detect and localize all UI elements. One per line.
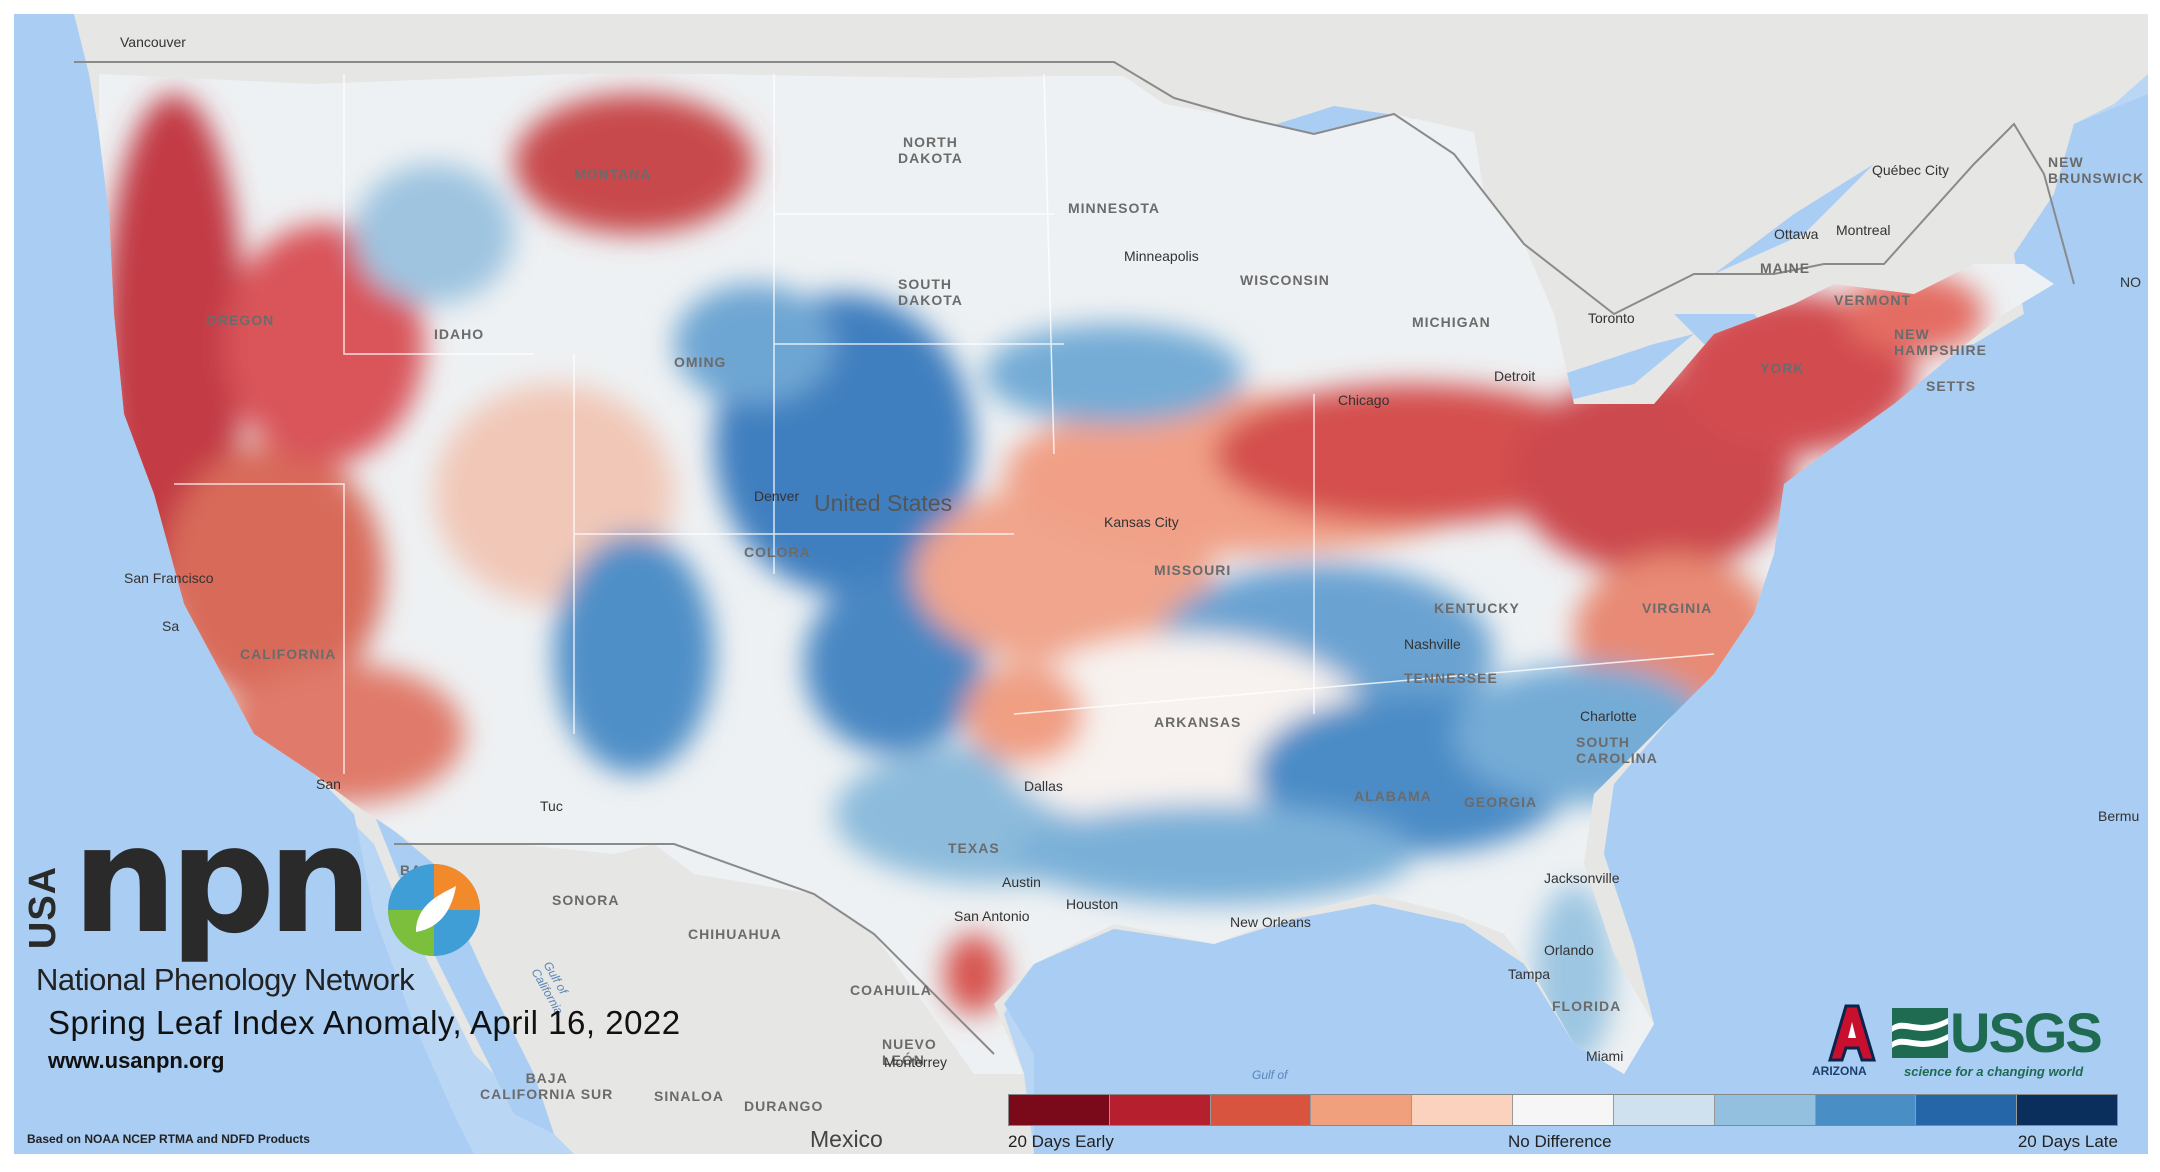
- city-dallas: Dallas: [1024, 778, 1063, 794]
- label-virginia: VIRGINIA: [1642, 600, 1713, 616]
- npn-wordmark: npn: [72, 794, 373, 966]
- city-ottawa: Ottawa: [1774, 226, 1819, 242]
- label-sonora: SONORA: [552, 892, 620, 908]
- label-north-dakota: NORTH DAKOTA: [898, 134, 963, 166]
- legend-label-late: 20 Days Late: [2017, 1132, 2118, 1151]
- city-denver: Denver: [754, 488, 800, 504]
- label-durango: DURANGO: [744, 1098, 824, 1114]
- usa-label: USA: [22, 865, 65, 950]
- label-wyoming: OMING: [674, 354, 727, 370]
- label-no: NO: [2120, 274, 2141, 290]
- label-new-brunswick: NEW BRUNSWICK: [2048, 154, 2145, 186]
- label-tennessee: TENNESSEE: [1404, 670, 1498, 686]
- label-oregon: OREGON: [206, 312, 275, 328]
- city-bermuda: Bermu: [2098, 808, 2140, 824]
- legend-swatch: [1815, 1095, 1917, 1125]
- legend-swatch: [1412, 1095, 1514, 1125]
- country-label-mexico: Mexico: [810, 1126, 883, 1152]
- label-vermont: VERMONT: [1834, 292, 1911, 308]
- city-nashville: Nashville: [1404, 636, 1461, 652]
- label-sinaloa: SINALOA: [654, 1088, 724, 1104]
- city-kansas-city: Kansas City: [1104, 514, 1179, 530]
- legend-label-early: 20 Days Early: [1008, 1132, 1114, 1151]
- city-new-orleans: New Orleans: [1230, 914, 1311, 930]
- label-baja-california-sur: BAJA CALIFORNIA SUR: [480, 1070, 614, 1102]
- legend-swatch: [1311, 1095, 1413, 1125]
- city-montreal: Montreal: [1836, 222, 1891, 238]
- label-minnesota: MINNESOTA: [1068, 200, 1160, 216]
- label-colorado: COLORA: [744, 544, 811, 560]
- label-massachusetts: SETTS: [1926, 378, 1977, 394]
- label-texas: TEXAS: [948, 840, 1000, 856]
- label-alabama: ALABAMA: [1354, 788, 1432, 804]
- label-maine: MAINE: [1760, 260, 1811, 276]
- city-san-francisco: San Francisco: [124, 570, 214, 586]
- usgs-wordmark: USGS: [1950, 1001, 2103, 1064]
- label-new-york: YORK: [1760, 360, 1805, 376]
- legend-swatch: [1210, 1095, 1312, 1125]
- water-label-gulf-of-mexico: Gulf of: [1252, 1068, 1288, 1082]
- label-florida: FLORIDA: [1552, 998, 1622, 1014]
- label-wisconsin: WISCONSIN: [1240, 272, 1330, 288]
- arizona-logo-icon: [1827, 1004, 1877, 1062]
- legend-swatch: [1916, 1095, 2018, 1125]
- legend-swatch: [1613, 1095, 1715, 1125]
- usgs-wave-icon: [1892, 1008, 1948, 1058]
- city-houston: Houston: [1066, 896, 1119, 912]
- label-georgia: GEORGIA: [1464, 794, 1538, 810]
- npn-organization-name: National Phenology Network: [36, 962, 415, 997]
- npn-leaf-icon: [388, 864, 480, 956]
- city-charlotte: Charlotte: [1580, 708, 1637, 724]
- legend-label-no-difference: No Difference: [1508, 1132, 1612, 1151]
- city-tucson: Tuc: [540, 798, 563, 814]
- label-montana: MONTANA: [574, 166, 652, 182]
- city-orlando: Orlando: [1544, 942, 1594, 958]
- arizona-label: ARIZONA: [1812, 1064, 1867, 1078]
- city-jacksonville: Jacksonville: [1544, 870, 1620, 886]
- city-san-antonio: San Antonio: [954, 908, 1030, 924]
- map-title: Spring Leaf Index Anomaly, April 16, 202…: [48, 1004, 681, 1041]
- city-miami: Miami: [1586, 1048, 1624, 1064]
- city-quebec: Québec City: [1872, 162, 1950, 178]
- city-toronto: Toronto: [1588, 310, 1635, 326]
- city-monterrey: Monterrey: [884, 1054, 948, 1070]
- label-missouri: MISSOURI: [1154, 562, 1232, 578]
- city-minneapolis: Minneapolis: [1124, 248, 1199, 264]
- data-credit: Based on NOAA NCEP RTMA and NDFD Product…: [27, 1132, 310, 1146]
- legend-swatch: [2017, 1095, 2117, 1125]
- label-kentucky: KENTUCKY: [1434, 600, 1520, 616]
- website-link[interactable]: www.usanpn.org: [48, 1048, 225, 1073]
- map-canvas[interactable]: NORTH DAKOTA MONTANA MINNESOTA WISCONSIN…: [14, 14, 2148, 1154]
- partner-logos: ARIZONA USGS science for a changing worl…: [1812, 1001, 2112, 1084]
- basemap: [14, 14, 2148, 1154]
- label-california: CALIFORNIA: [240, 646, 337, 662]
- city-tampa: Tampa: [1508, 966, 1551, 982]
- label-coahuila: COAHUILA: [850, 982, 932, 998]
- label-michigan: MICHIGAN: [1412, 314, 1491, 330]
- legend-swatch: [1513, 1095, 1614, 1125]
- label-chihuahua: CHIHUAHUA: [688, 926, 782, 942]
- country-label-us: United States: [814, 490, 953, 516]
- city-san-jose: Sa: [162, 618, 180, 634]
- legend-swatch: [1109, 1095, 1211, 1125]
- label-south-dakota: SOUTH DAKOTA: [898, 276, 963, 308]
- label-idaho: IDAHO: [434, 326, 485, 342]
- city-detroit: Detroit: [1494, 368, 1536, 384]
- npn-logo: USA npn National Phenology Network Sprin…: [22, 806, 750, 1082]
- legend-color-bar: [1008, 1094, 2118, 1126]
- city-chicago: Chicago: [1338, 392, 1390, 408]
- label-south-carolina: SOUTH CAROLINA: [1576, 734, 1658, 766]
- label-arkansas: ARKANSAS: [1154, 714, 1242, 730]
- label-nuevo-leon: NUEVO LEÓN: [882, 1036, 937, 1068]
- city-san-diego: San: [316, 776, 341, 792]
- usgs-tagline: science for a changing world: [1904, 1064, 2084, 1079]
- legend: 20 Days Early No Difference 20 Days Late: [1008, 1094, 2118, 1151]
- legend-swatch: [1714, 1095, 1816, 1125]
- city-vancouver: Vancouver: [120, 34, 186, 50]
- legend-swatch: [1009, 1095, 1110, 1125]
- city-austin: Austin: [1002, 874, 1041, 890]
- label-new-hampshire: NEW HAMPSHIRE: [1894, 326, 1988, 358]
